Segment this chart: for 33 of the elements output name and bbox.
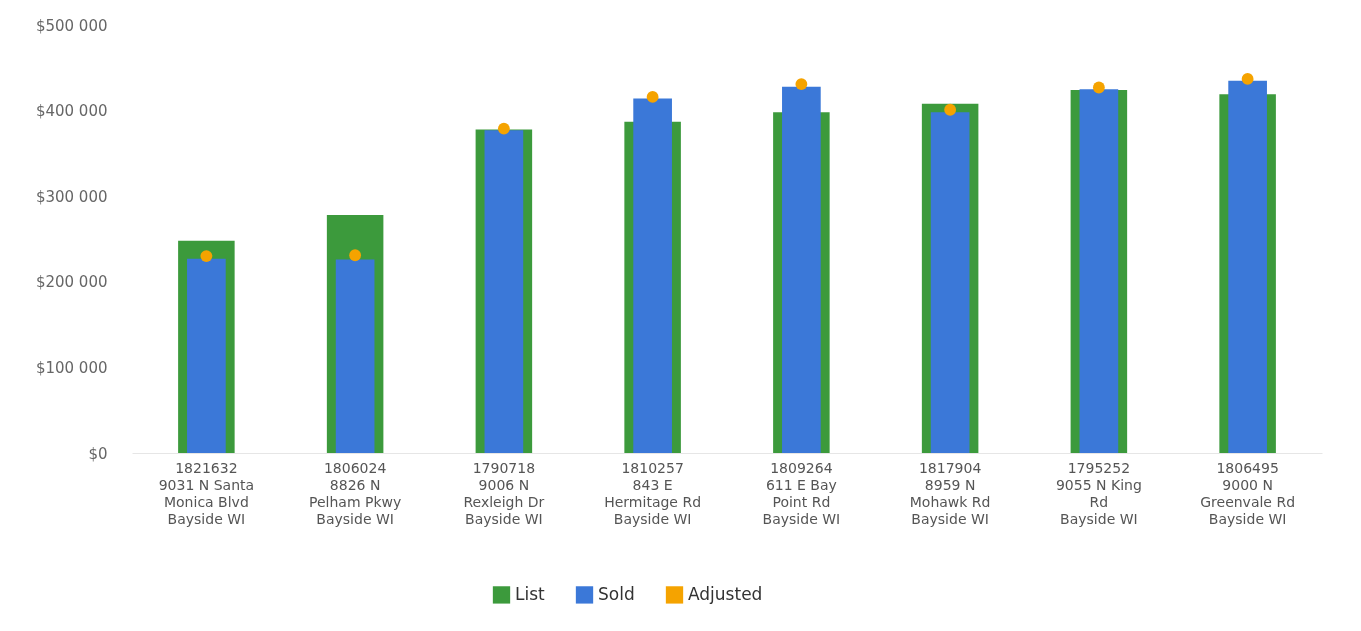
bar [633, 98, 672, 453]
legend-label: Adjusted [688, 583, 763, 604]
legend-label: Sold [598, 583, 635, 604]
y-tick-label: $300 000 [35, 187, 108, 206]
bar [930, 112, 970, 453]
x-tick-label: 1821632 9031 N Santa Monica Blvd Bayside WI [158, 459, 255, 527]
point [1241, 73, 1254, 85]
point [349, 249, 362, 262]
point [646, 91, 659, 103]
point [1092, 81, 1105, 94]
x-tick-label: 1806024 8826 N Pelham Pkwy Bayside WI [308, 459, 402, 527]
point [795, 78, 808, 90]
bar [1079, 89, 1119, 453]
x-tick-label: 1809264 611 E Bay Point Rd Bayside WI [762, 459, 841, 527]
x-tick-label: 1817904 8959 N Mohawk Rd Bayside WI [909, 459, 991, 527]
bar [335, 259, 375, 453]
y-tick-label: $400 000 [35, 102, 108, 121]
point [497, 122, 510, 135]
bar [484, 130, 524, 453]
y-tick-label: $500 000 [35, 16, 108, 35]
y-tick-label: $200 000 [35, 273, 108, 292]
point [200, 250, 213, 263]
bar [187, 258, 226, 453]
x-tick-label: 1810257 843 E Hermitage Rd Bayside WI [604, 459, 702, 527]
x-tick-label: 1795252 9055 N King Rd Bayside WI [1055, 459, 1142, 527]
bar [782, 86, 821, 453]
bar [1228, 80, 1267, 453]
x-tick-label: 1790718 9006 N Rexleigh Dr Bayside WI [463, 459, 545, 527]
point [944, 103, 957, 116]
y-tick-label: $100 000 [35, 358, 108, 377]
x-tick-label: 1806495 9000 N Greenvale Rd Bayside WI [1200, 459, 1296, 527]
legend-label: List [515, 583, 546, 604]
y-tick-label: $0 [88, 444, 108, 463]
